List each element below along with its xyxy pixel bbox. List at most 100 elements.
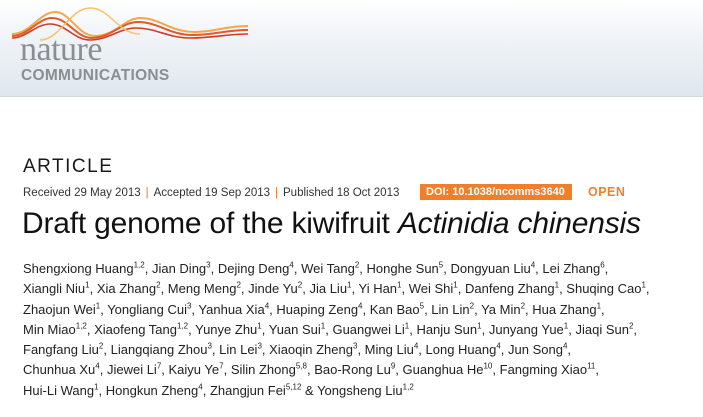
author-affiliation-marker: 5,12 <box>285 382 302 392</box>
author-name[interactable]: Hanju Sun1 <box>416 322 481 337</box>
author-name[interactable]: Hui-Li Wang1 <box>23 383 99 398</box>
doi-badge[interactable]: DOI: 10.1038/ncomms3640 <box>420 184 572 200</box>
author-affiliation-marker: 1 <box>85 280 90 290</box>
author-name[interactable]: Chunhua Xu4 <box>23 362 100 377</box>
author-name[interactable]: Shengxiong Huang1,2 <box>23 261 145 276</box>
author-name[interactable]: Dongyuan Liu4 <box>450 261 535 276</box>
author-name[interactable]: Jiewei Li7 <box>107 362 161 377</box>
author-name-text: Long Huang <box>425 342 497 358</box>
author-affiliation-marker: 7 <box>156 362 162 372</box>
author-name[interactable]: Kaiyu Ye7 <box>169 362 224 377</box>
author-name[interactable]: Yongliang Cui3 <box>107 302 191 317</box>
author-name-text: Bao-Rong Lu <box>314 362 391 378</box>
author-affiliation-marker: 7 <box>219 362 224 372</box>
author-name[interactable]: Wei Shi1 <box>409 281 458 296</box>
author-name[interactable]: Zhaojun Wei1 <box>23 302 100 317</box>
author-line: Xiangli Niu1, Xia Zhang2, Meng Meng2, Ji… <box>23 280 650 297</box>
author-name[interactable]: Zhangjun Fei5,12 <box>210 383 301 398</box>
title-main: Draft genome of the kiwifruit <box>22 207 398 240</box>
author-name[interactable]: Yongsheng Liu1,2 <box>317 383 414 398</box>
author-name-text: Chunhua Xu <box>23 362 96 378</box>
author-name-text: Zhangjun Fei <box>209 382 286 398</box>
author-name-text: Huaping Zeng <box>276 301 359 317</box>
author-affiliation-marker: 1,2 <box>133 260 145 270</box>
author-name[interactable]: Min Miao1,2 <box>23 322 87 337</box>
author-name[interactable]: Long Huang4 <box>426 342 501 357</box>
author-name-text: Junyang Yue <box>488 321 564 337</box>
author-affiliation-marker: 5 <box>419 301 425 311</box>
author-name-text: Lin Lin <box>431 301 470 317</box>
author-name-text: Honghe Sun <box>366 261 439 276</box>
author-name[interactable]: Jinde Yu2 <box>248 281 302 296</box>
author-name[interactable]: Lin Lei3 <box>219 342 262 357</box>
author-name[interactable]: Xiaoqin Zheng3 <box>269 342 357 357</box>
author-name[interactable]: Danfeng Zhang1 <box>465 281 559 296</box>
author-affiliation-marker: 4 <box>562 341 568 351</box>
author-affiliation-marker: 1 <box>257 321 262 331</box>
published-date: Published 18 Oct 2013 <box>283 187 400 199</box>
author-name[interactable]: Jun Song4 <box>508 342 567 357</box>
author-name[interactable]: Kan Bao5 <box>370 302 424 317</box>
logo-text-communications: COMMUNICATIONS <box>21 67 170 84</box>
author-affiliation-marker: 3 <box>186 301 192 311</box>
author-name[interactable]: Yuan Sui1 <box>269 322 326 337</box>
author-name-text: Shuqing Cao <box>566 281 642 297</box>
author-name[interactable]: Jiaqi Sun2 <box>575 322 633 337</box>
author-affiliation-marker: 4 <box>530 260 536 270</box>
author-name[interactable]: Bao-Rong Lu9 <box>314 362 395 377</box>
author-name[interactable]: Guangwei Li1 <box>332 322 409 337</box>
author-name-text: Jinde Yu <box>248 281 298 297</box>
author-name-text: Hua Zhang <box>532 301 597 317</box>
author-affiliation-marker: 2 <box>297 280 303 290</box>
author-affiliation-marker: 3 <box>207 341 212 351</box>
author-affiliation-marker: 1 <box>453 280 458 290</box>
author-name[interactable]: Yanhua Xia4 <box>198 302 269 317</box>
author-name[interactable]: Yunye Zhu1 <box>195 322 262 337</box>
author-name[interactable]: Fangming Xiao11 <box>500 362 596 377</box>
author-name[interactable]: Jia Liu1 <box>309 281 351 296</box>
article-title: Draft genome of the kiwifruit Actinidia … <box>22 207 641 241</box>
author-name-text: Kan Bao <box>369 301 420 317</box>
author-name[interactable]: Xia Zhang2 <box>97 281 161 296</box>
author-affiliation-marker: 1 <box>477 321 482 331</box>
author-name[interactable]: Hua Zhang1 <box>532 302 601 317</box>
author-name[interactable]: Lei Zhang6 <box>542 261 604 276</box>
author-name-text: Dongyuan Liu <box>450 261 531 276</box>
author-name[interactable]: Hongkun Zheng4 <box>106 383 203 398</box>
received-date: Received 29 May 2013 <box>23 187 141 199</box>
author-affiliation-marker: 2 <box>354 260 360 270</box>
author-name[interactable]: Xiangli Niu1 <box>23 281 90 296</box>
author-name[interactable]: Yi Han1 <box>359 281 402 296</box>
author-name-text: Jun Song <box>508 342 563 358</box>
author-affiliation-marker: 1 <box>347 280 352 290</box>
author-name[interactable]: Meng Meng2 <box>168 281 241 296</box>
author-affiliation-marker: 1 <box>554 280 560 290</box>
author-name[interactable]: Lin Lin2 <box>431 302 474 317</box>
author-affiliation-marker: 4 <box>95 362 100 372</box>
author-name[interactable]: Ming Liu4 <box>365 342 419 357</box>
author-name[interactable]: Shuqing Cao1 <box>566 281 646 296</box>
author-name-text: Yunye Zhu <box>195 321 258 337</box>
author-name[interactable]: Dejing Deng4 <box>218 261 294 276</box>
author-name[interactable]: Jian Ding3 <box>152 261 211 276</box>
author-affiliation-marker: 1 <box>404 321 410 331</box>
author-name[interactable]: Ya Min2 <box>481 302 525 317</box>
author-name[interactable]: Liangqiang Zhou3 <box>111 342 212 357</box>
author-name[interactable]: Silin Zhong5,8 <box>231 362 307 377</box>
author-affiliation-marker: 2 <box>98 341 104 351</box>
author-line: Fangfang Liu2, Liangqiang Zhou3, Lin Lei… <box>23 341 572 358</box>
author-name-text: Jiaqi Sun <box>575 321 629 337</box>
author-name[interactable]: Honghe Sun5 <box>367 261 444 276</box>
author-name-text: Wei Shi <box>408 281 454 297</box>
author-affiliation-marker: 1 <box>641 280 646 290</box>
author-name[interactable]: Guanghua He10 <box>403 362 493 377</box>
date-separator: | <box>145 187 149 199</box>
author-name[interactable]: Fangfang Liu2 <box>23 342 103 357</box>
author-name[interactable]: Xiaofeng Tang1,2 <box>94 322 188 337</box>
author-name-text: Fangfang Liu <box>23 342 99 358</box>
author-name[interactable]: Wei Tang2 <box>301 261 359 276</box>
author-name[interactable]: Huaping Zeng4 <box>276 302 362 317</box>
author-name[interactable]: Junyang Yue1 <box>489 322 568 337</box>
author-name-text: Yi Han <box>358 281 398 297</box>
author-name-text: Ming Liu <box>364 342 414 358</box>
